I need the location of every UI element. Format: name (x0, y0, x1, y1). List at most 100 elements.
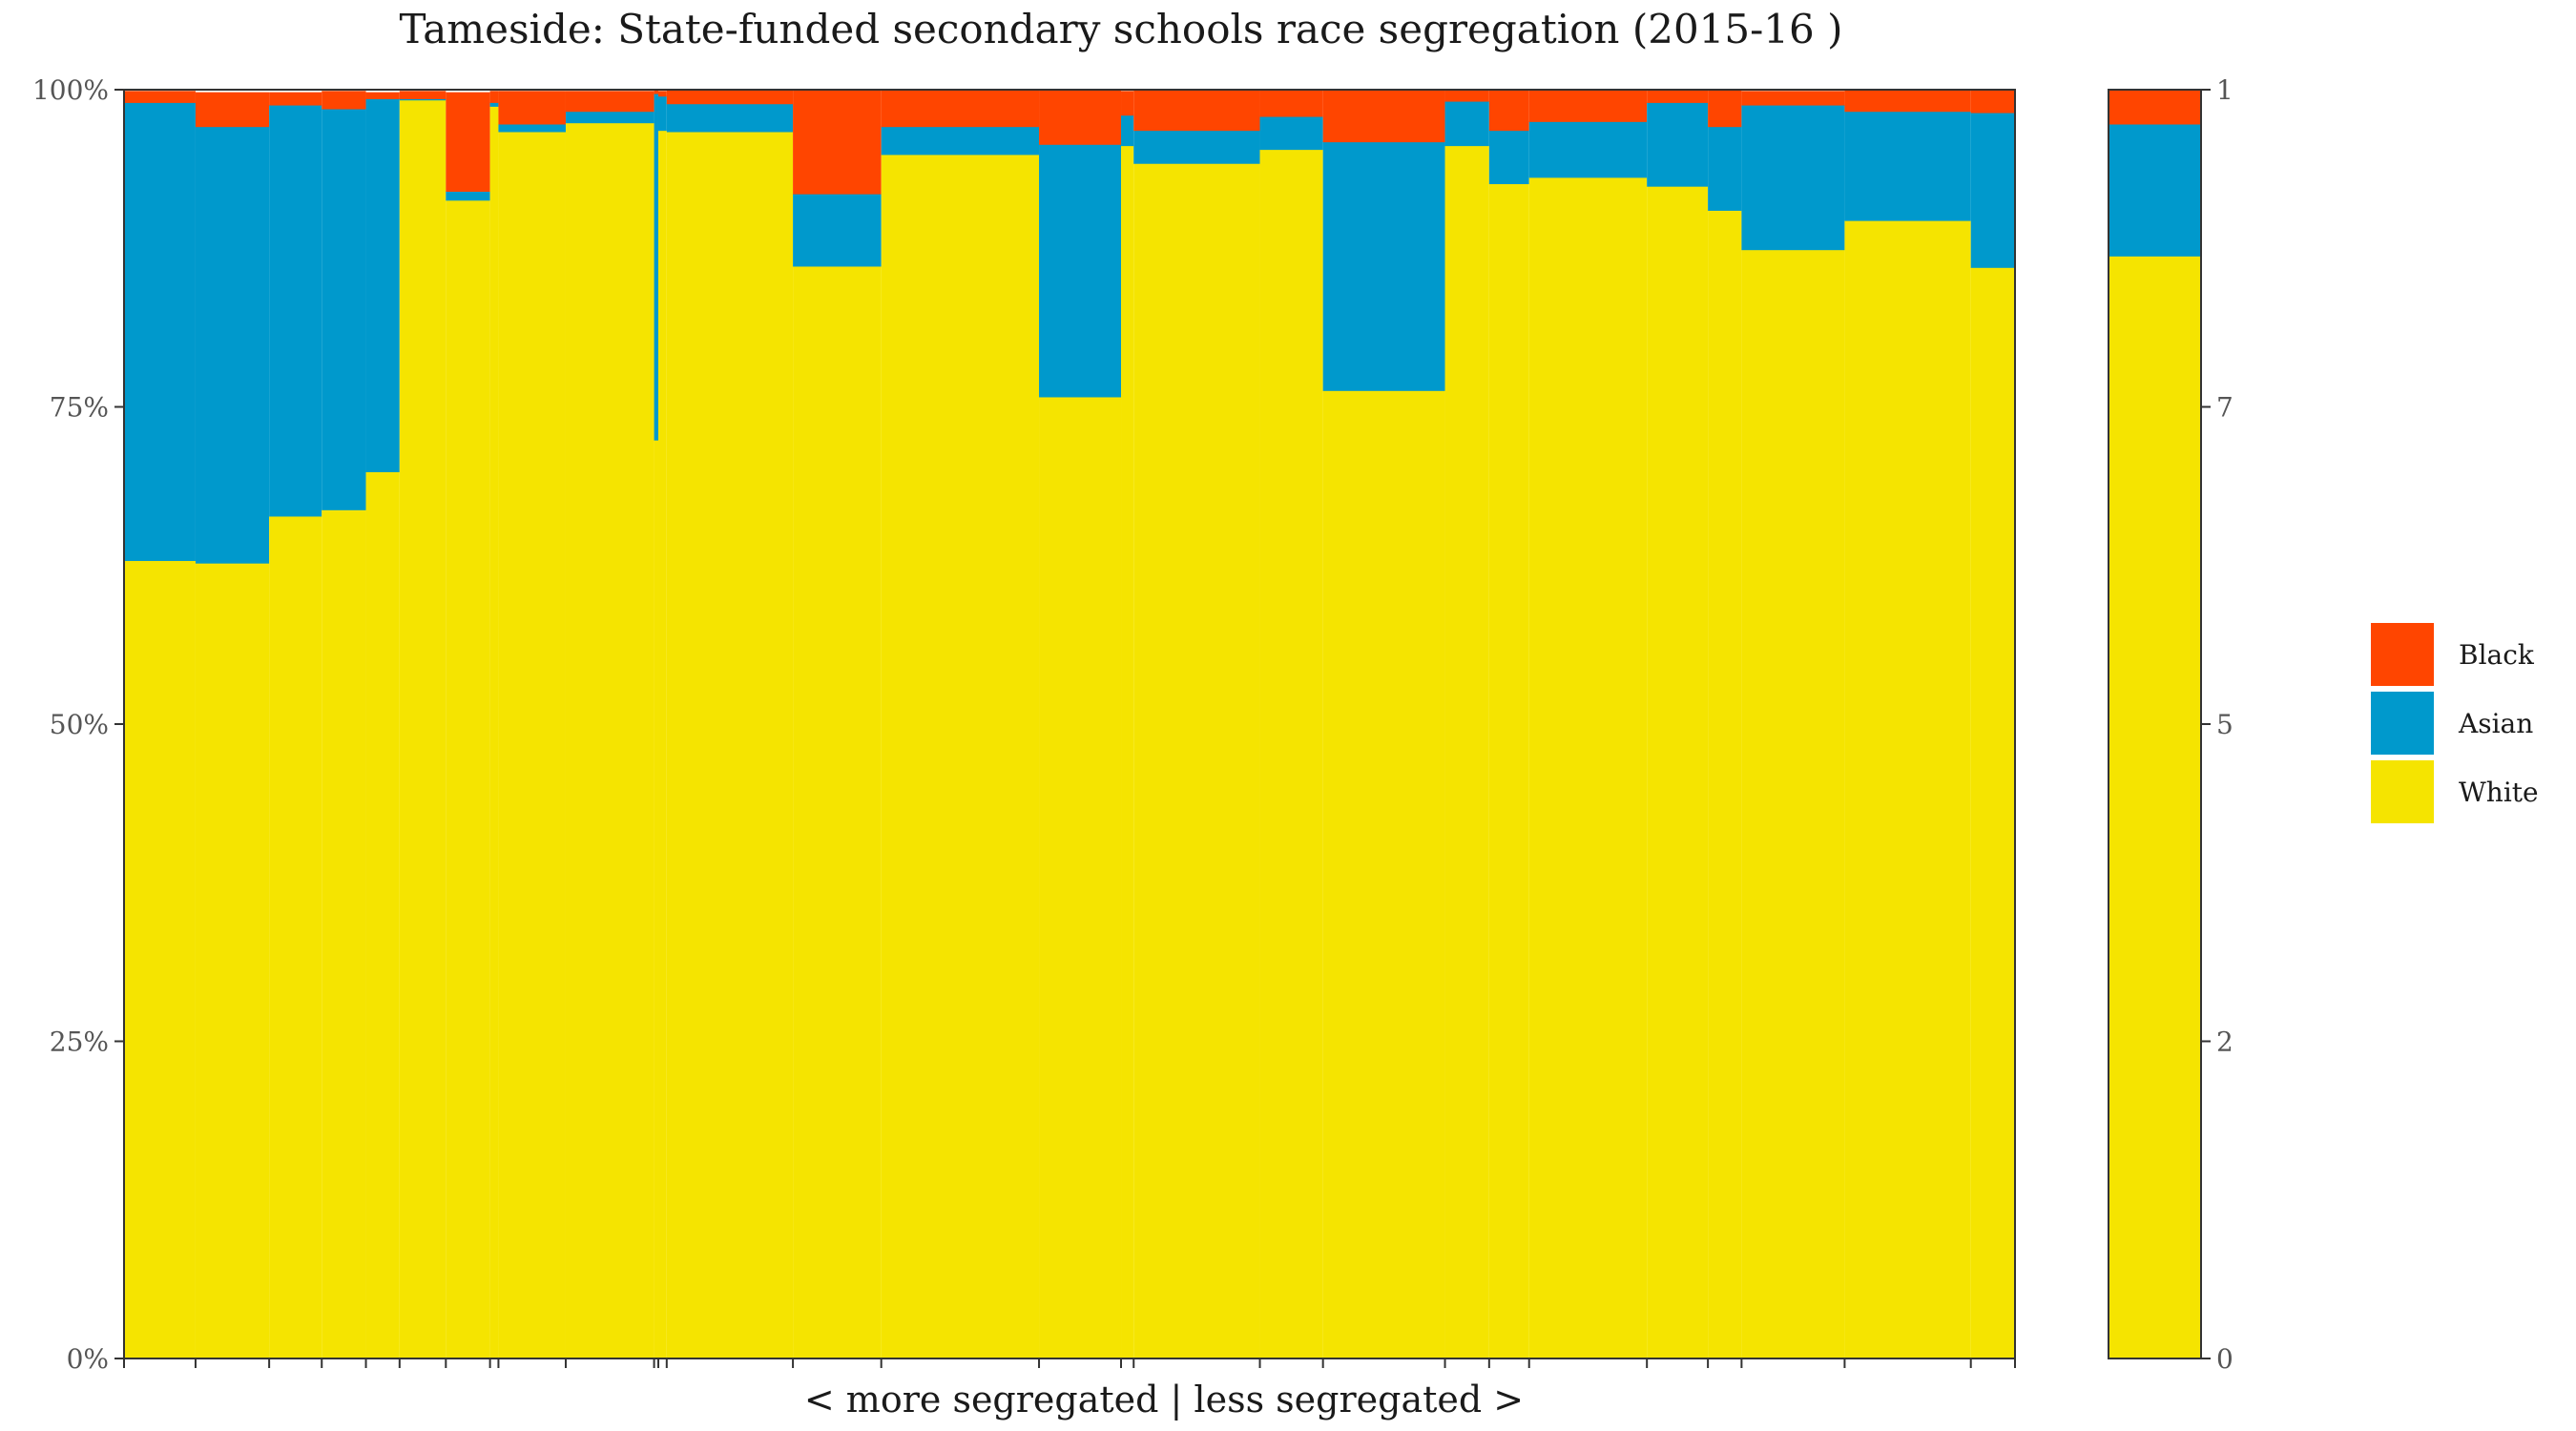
overall-bar-asian (2109, 123, 2201, 257)
school-16-bar-white (1039, 396, 1122, 1359)
school-25-bar-white (1708, 210, 1742, 1359)
school-27-bar-asian (1844, 111, 1971, 221)
school-19-bar-white (1259, 149, 1323, 1359)
school-22-bar-white (1488, 183, 1529, 1359)
legend-label-black: Black (2459, 638, 2534, 671)
school-28-bar-black (1970, 90, 2015, 114)
segregation-chart: 0% 0% 25% 25% 50% 50% 75% 75% 100% 100% < more se… (32, 74, 2233, 1421)
school-21-bar-black (1444, 90, 1489, 102)
school-17-bar-asian (1121, 114, 1134, 147)
school-23-bar-black (1528, 90, 1648, 122)
legend-swatch-asian (2371, 692, 2434, 755)
school-7-bar-black (446, 92, 490, 192)
school-2-bar-black (195, 92, 270, 128)
school-22-bar-black (1488, 90, 1529, 132)
y-tick-label-right: 25% (2216, 1027, 2233, 1058)
y-tick-label-left: 75% (50, 392, 109, 424)
school-25-bar-black (1708, 90, 1742, 128)
school-5-bar-white (365, 471, 400, 1359)
school-9-bar-black (498, 91, 566, 125)
school-17-bar-white (1121, 145, 1134, 1359)
overall-bar-black (2109, 90, 2201, 125)
school-9-bar-white (498, 131, 566, 1359)
y-tick-label-left: 25% (50, 1027, 109, 1058)
y-tick-label-right: 75% (2216, 392, 2233, 424)
school-bars (124, 90, 2015, 1359)
school-8-bar-asian (489, 102, 499, 107)
school-28-bar-asian (1970, 112, 2015, 268)
school-20-bar-white (1322, 390, 1445, 1359)
school-11-bar-asian (654, 93, 658, 441)
school-7-bar-white (446, 199, 490, 1359)
school-19-bar-asian (1259, 115, 1323, 151)
school-16-bar-black (1039, 90, 1122, 145)
school-3-bar-black (269, 92, 322, 106)
school-27-bar-white (1844, 219, 1971, 1359)
school-21-bar-white (1444, 145, 1489, 1359)
legend: Black Asian White (2371, 620, 2539, 826)
legend-label-asian: Asian (2459, 707, 2534, 739)
school-15-bar-asian (881, 126, 1040, 156)
legend-item-black: Black (2371, 620, 2539, 689)
school-11-bar-black (654, 90, 658, 94)
school-14-bar-white (793, 265, 882, 1359)
school-26-bar-asian (1741, 104, 1845, 251)
school-27-bar-black (1844, 90, 1971, 113)
school-8-bar-white (489, 106, 499, 1359)
school-12-bar-asian (657, 95, 667, 132)
school-5-bar-asian (365, 98, 400, 472)
y-tick-label-left: 100% (32, 74, 109, 106)
legend-swatch-white (2371, 760, 2434, 823)
school-21-bar-asian (1444, 100, 1489, 147)
school-4-bar-white (322, 509, 366, 1359)
y-tick-label-right: 50% (2216, 709, 2233, 740)
school-19-bar-black (1259, 90, 1323, 117)
y-tick-label-left: 0% (67, 1343, 109, 1375)
school-23-bar-white (1528, 176, 1648, 1359)
school-15-bar-black (881, 90, 1040, 128)
school-12-bar-white (657, 130, 667, 1359)
school-11-bar-white (654, 440, 658, 1359)
school-12-bar-black (657, 91, 667, 97)
legend-item-asian: Asian (2371, 689, 2539, 757)
school-17-bar-black (1121, 91, 1134, 116)
school-1-bar-white (124, 560, 196, 1359)
school-22-bar-asian (1488, 130, 1529, 185)
school-4-bar-asian (322, 108, 366, 510)
y-tick-label-left: 50% (50, 709, 109, 740)
legend-item-white: White (2371, 757, 2539, 826)
school-3-bar-white (269, 515, 322, 1359)
legend-label-white: White (2459, 776, 2539, 808)
overall-bar (2109, 90, 2201, 1359)
school-13-bar-white (666, 131, 794, 1359)
school-24-bar-asian (1647, 102, 1709, 187)
school-25-bar-asian (1708, 126, 1742, 211)
school-10-bar-black (565, 91, 654, 113)
school-15-bar-white (881, 154, 1040, 1359)
school-24-bar-black (1647, 90, 1709, 103)
school-18-bar-black (1133, 90, 1260, 132)
school-13-bar-asian (666, 103, 794, 133)
school-4-bar-black (322, 91, 366, 110)
school-2-bar-asian (195, 126, 270, 564)
chart-title: Tameside: State-funded secondary schools… (399, 6, 1843, 52)
school-3-bar-asian (269, 104, 322, 517)
school-6-bar-white (399, 99, 447, 1359)
overall-bar-white (2109, 256, 2201, 1359)
school-7-bar-asian (446, 191, 490, 201)
school-13-bar-black (666, 90, 794, 105)
school-6-bar-black (399, 91, 447, 99)
school-18-bar-asian (1133, 130, 1260, 164)
school-23-bar-asian (1528, 121, 1648, 178)
school-16-bar-asian (1039, 144, 1122, 398)
school-5-bar-black (365, 92, 400, 99)
school-26-bar-white (1741, 249, 1845, 1359)
school-9-bar-asian (498, 123, 566, 133)
y-tick-label-right: 100% (2216, 74, 2233, 106)
school-24-bar-white (1647, 186, 1709, 1359)
axes: 0% 0% 25% 25% 50% 50% 75% 75% 100% 100% (32, 74, 2233, 1375)
school-20-bar-asian (1322, 141, 1445, 391)
school-2-bar-white (195, 563, 270, 1359)
school-1-bar-black (124, 91, 196, 103)
legend-swatch-black (2371, 623, 2434, 686)
